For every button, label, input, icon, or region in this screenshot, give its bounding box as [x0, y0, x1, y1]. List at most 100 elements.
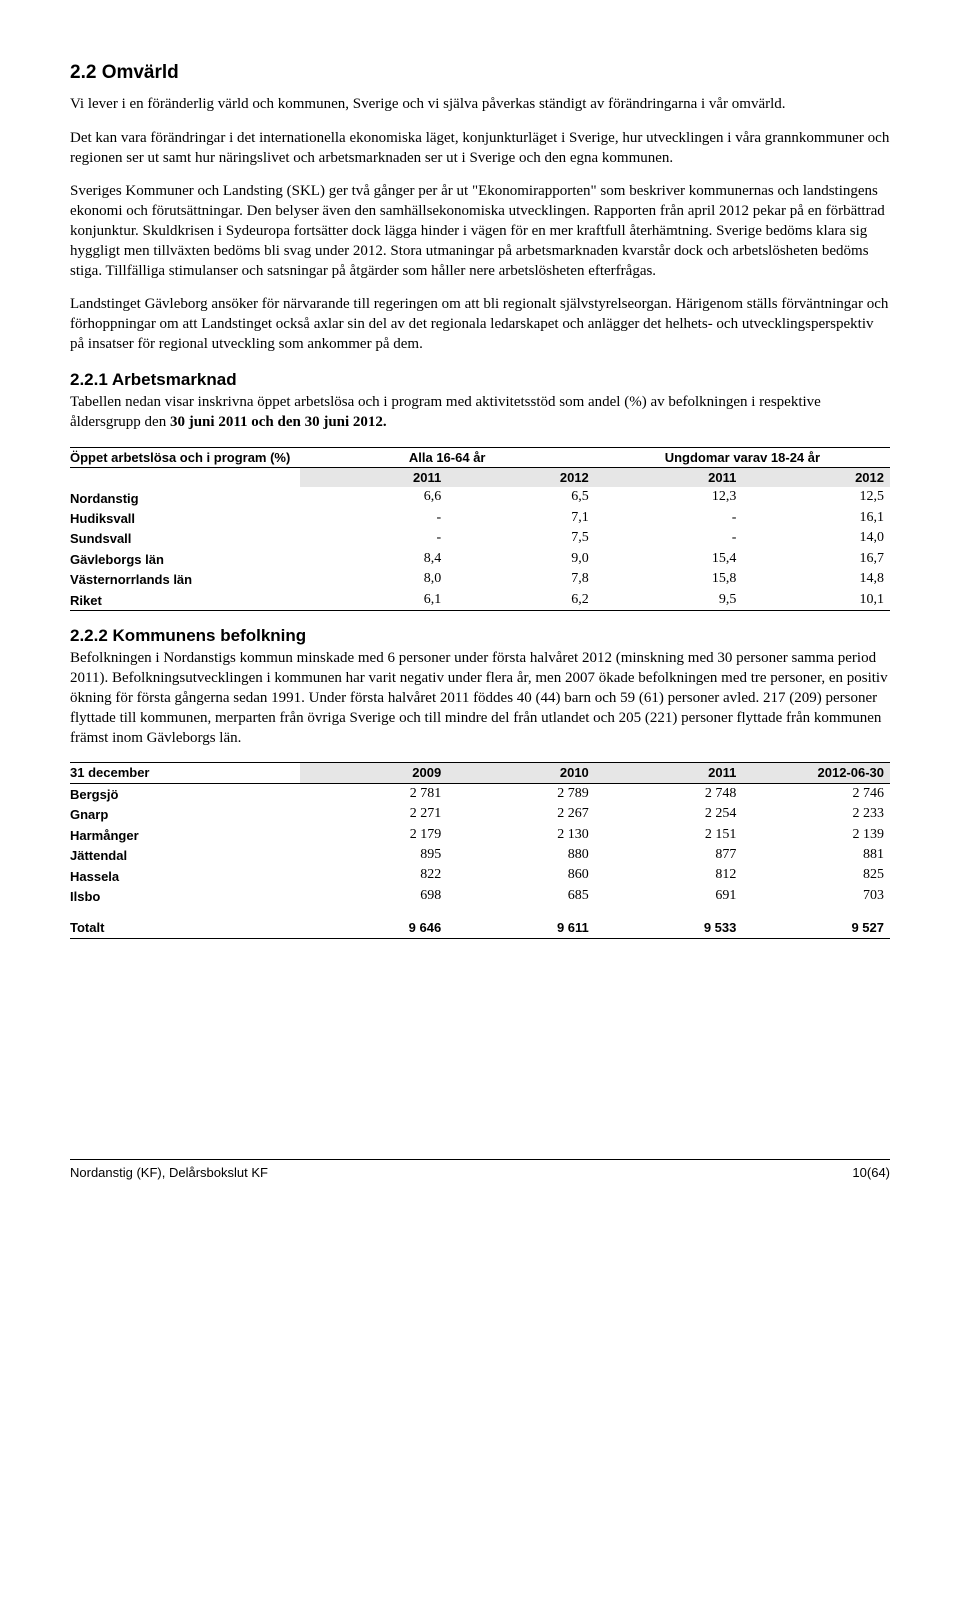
t1-r4-c: 15,8 — [595, 569, 743, 589]
table-row: Hudiksvall - 7,1 - 16,1 — [70, 508, 890, 528]
t2-r0-b: 2 789 — [447, 783, 595, 804]
table-row: Bergsjö 2 781 2 789 2 748 2 746 — [70, 783, 890, 804]
t2-r1-label: Gnarp — [70, 804, 300, 824]
t2-header-c3: 2011 — [595, 763, 743, 783]
t1-r1-a: - — [300, 508, 448, 528]
t2-r2-label: Harmånger — [70, 825, 300, 845]
t2-r3-d: 881 — [742, 845, 890, 865]
t2-r4-a: 822 — [300, 865, 448, 885]
t1-r1-d: 16,1 — [742, 508, 890, 528]
t2-r4-d: 825 — [742, 865, 890, 885]
t2-r4-b: 860 — [447, 865, 595, 885]
t2-r2-a: 2 179 — [300, 825, 448, 845]
paragraph-4: Landstinget Gävleborg ansöker för närvar… — [70, 295, 890, 354]
t1-year-3: 2011 — [595, 468, 743, 488]
paragraph-3: Sveriges Kommuner och Landsting (SKL) ge… — [70, 182, 890, 281]
t2-r1-a: 2 271 — [300, 804, 448, 824]
t1-header-group1: Alla 16-64 år — [300, 447, 595, 467]
t2-r0-d: 2 746 — [742, 783, 890, 804]
t1-r2-c: - — [595, 528, 743, 548]
table-row: Västernorrlands län 8,0 7,8 15,8 14,8 — [70, 569, 890, 589]
t1-year-2: 2012 — [447, 468, 595, 488]
arbetsmarknad-table: Öppet arbetslösa och i program (%) Alla … — [70, 447, 890, 611]
t2-total-label: Totalt — [70, 918, 300, 938]
t2-r0-a: 2 781 — [300, 783, 448, 804]
t2-r5-label: Ilsbo — [70, 886, 300, 906]
arbetsmarknad-intro: Tabellen nedan visar inskrivna öppet arb… — [70, 393, 890, 433]
t2-r3-b: 880 — [447, 845, 595, 865]
arbetsmarknad-heading: 2.2.1 Arbetsmarknad — [70, 369, 890, 391]
t2-r1-c: 2 254 — [595, 804, 743, 824]
t1-year-4: 2012 — [742, 468, 890, 488]
t2-r4-label: Hassela — [70, 865, 300, 885]
t2-r2-d: 2 139 — [742, 825, 890, 845]
t2-r5-a: 698 — [300, 886, 448, 906]
table-row: Ilsbo 698 685 691 703 — [70, 886, 890, 906]
t2-total-c: 9 533 — [595, 918, 743, 938]
t1-r5-d: 10,1 — [742, 590, 890, 611]
table-total-row: Totalt 9 646 9 611 9 533 9 527 — [70, 918, 890, 938]
t1-r4-d: 14,8 — [742, 569, 890, 589]
table-row: Gnarp 2 271 2 267 2 254 2 233 — [70, 804, 890, 824]
befolkning-table: 31 december 2009 2010 2011 2012-06-30 Be… — [70, 762, 890, 938]
t1-r3-label: Gävleborgs län — [70, 549, 300, 569]
t1-r1-label: Hudiksvall — [70, 508, 300, 528]
t1-r1-b: 7,1 — [447, 508, 595, 528]
t2-r4-c: 812 — [595, 865, 743, 885]
t2-r0-c: 2 748 — [595, 783, 743, 804]
t1-r0-a: 6,6 — [300, 487, 448, 507]
footer-left: Nordanstig (KF), Delårsbokslut KF — [70, 1164, 268, 1181]
section-heading: 2.2 Omvärld — [70, 60, 890, 85]
t1-header-label: Öppet arbetslösa och i program (%) — [70, 447, 300, 467]
t1-r2-d: 14,0 — [742, 528, 890, 548]
t1-r3-d: 16,7 — [742, 549, 890, 569]
t2-total-a: 9 646 — [300, 918, 448, 938]
befolkning-paragraph: Befolkningen i Nordanstigs kommun minska… — [70, 649, 890, 748]
t1-r4-a: 8,0 — [300, 569, 448, 589]
t2-header-c1: 2009 — [300, 763, 448, 783]
t1-r0-b: 6,5 — [447, 487, 595, 507]
t1-r0-c: 12,3 — [595, 487, 743, 507]
t2-r5-b: 685 — [447, 886, 595, 906]
t2-r2-c: 2 151 — [595, 825, 743, 845]
table-row: Jättendal 895 880 877 881 — [70, 845, 890, 865]
table-row: Riket 6,1 6,2 9,5 10,1 — [70, 590, 890, 611]
t1-r3-a: 8,4 — [300, 549, 448, 569]
t2-header-label: 31 december — [70, 763, 300, 783]
table-row: Hassela 822 860 812 825 — [70, 865, 890, 885]
t1-header-group2: Ungdomar varav 18-24 år — [595, 447, 890, 467]
t1-r0-d: 12,5 — [742, 487, 890, 507]
t1-r4-label: Västernorrlands län — [70, 569, 300, 589]
paragraph-1: Vi lever i en föränderlig värld och komm… — [70, 95, 890, 115]
t1-r4-b: 7,8 — [447, 569, 595, 589]
t2-r3-c: 877 — [595, 845, 743, 865]
t1-r5-label: Riket — [70, 590, 300, 611]
t2-r1-b: 2 267 — [447, 804, 595, 824]
t1-r2-a: - — [300, 528, 448, 548]
t2-r3-a: 895 — [300, 845, 448, 865]
t2-r3-label: Jättendal — [70, 845, 300, 865]
t2-r0-label: Bergsjö — [70, 783, 300, 804]
t2-r2-b: 2 130 — [447, 825, 595, 845]
t1-r5-a: 6,1 — [300, 590, 448, 611]
page-footer: Nordanstig (KF), Delårsbokslut KF 10(64) — [70, 1159, 890, 1181]
t1-r1-c: - — [595, 508, 743, 528]
footer-right: 10(64) — [852, 1164, 890, 1181]
t2-r1-d: 2 233 — [742, 804, 890, 824]
t1-r5-b: 6,2 — [447, 590, 595, 611]
arbetsmarknad-intro-b: 30 juni 2011 och den 30 juni 2012. — [170, 414, 387, 430]
t1-r3-b: 9,0 — [447, 549, 595, 569]
t1-r2-b: 7,5 — [447, 528, 595, 548]
t1-r2-label: Sundsvall — [70, 528, 300, 548]
table-row: Gävleborgs län 8,4 9,0 15,4 16,7 — [70, 549, 890, 569]
table-row: Sundsvall - 7,5 - 14,0 — [70, 528, 890, 548]
befolkning-heading: 2.2.2 Kommunens befolkning — [70, 625, 890, 647]
t2-r5-c: 691 — [595, 886, 743, 906]
t2-header-c2: 2010 — [447, 763, 595, 783]
t1-r5-c: 9,5 — [595, 590, 743, 611]
t2-total-d: 9 527 — [742, 918, 890, 938]
table-row: Nordanstig 6,6 6,5 12,3 12,5 — [70, 487, 890, 507]
t2-total-b: 9 611 — [447, 918, 595, 938]
t1-r0-label: Nordanstig — [70, 487, 300, 507]
t2-header-c4: 2012-06-30 — [742, 763, 890, 783]
